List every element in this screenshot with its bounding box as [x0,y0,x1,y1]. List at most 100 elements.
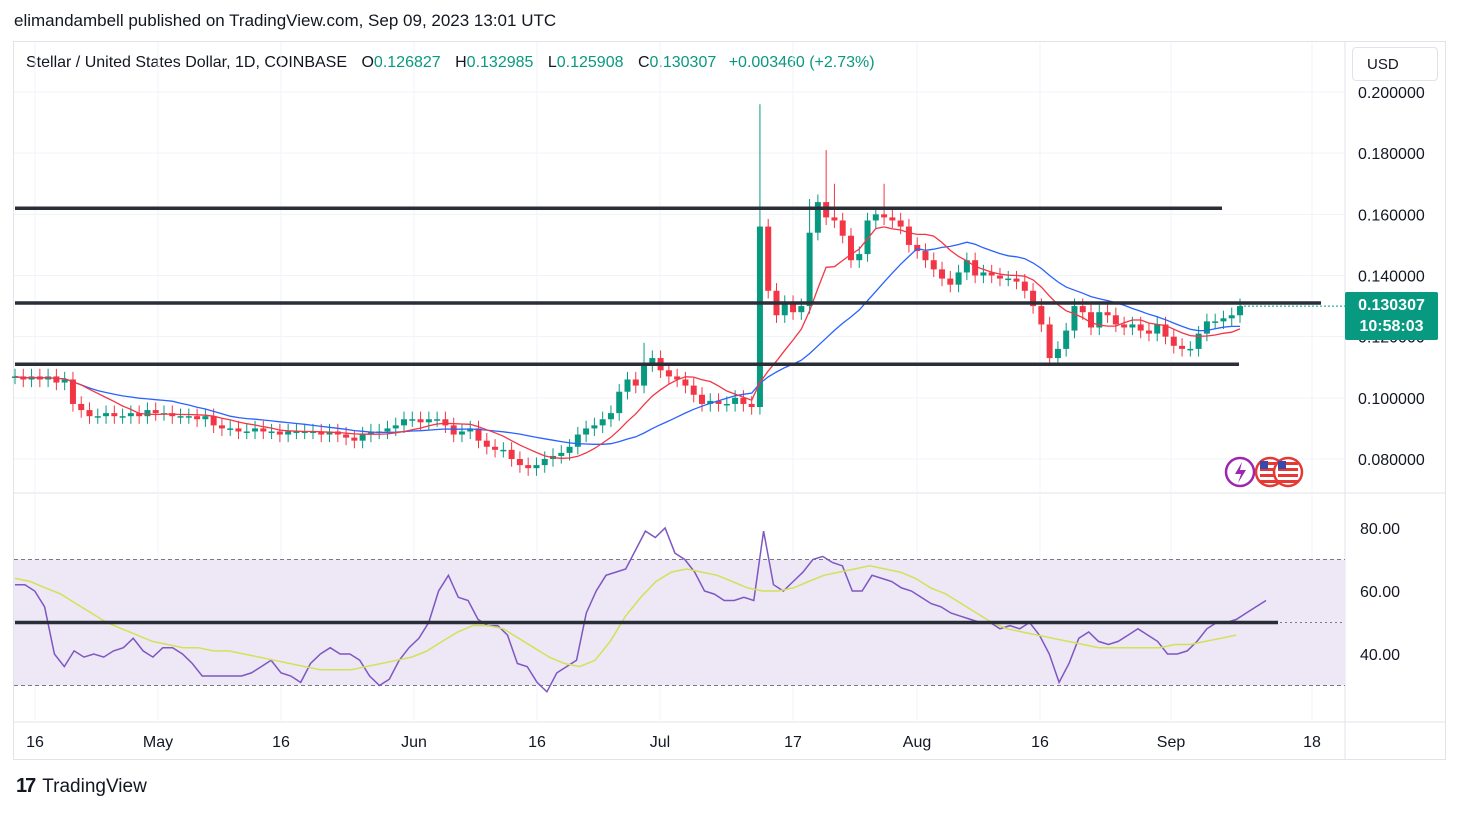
candle-body [624,379,631,392]
candle-body [1038,306,1045,325]
candle-body [947,278,954,285]
candle-body [177,416,184,418]
candle-body [1228,315,1235,319]
candle-body [401,419,408,426]
candle-body [442,419,449,426]
candle-body [765,226,772,291]
candle-body [574,434,581,447]
chart-frame [13,41,1446,760]
candle-body [674,376,681,380]
time-tick-label: 16 [528,734,546,751]
candle-body [351,437,358,441]
open-value: 0.126827 [373,54,441,71]
candle-body [1005,278,1012,281]
candle-body [814,202,821,233]
candle-body [1195,333,1202,349]
candle-body [500,449,507,452]
price-tick-label: 0.180000 [1358,146,1425,163]
candle-body [649,358,656,365]
candle-body [748,403,755,408]
candle-body [12,376,18,378]
candle-body [566,446,573,453]
currency-button[interactable]: USD [1352,47,1438,81]
time-tick-label: Jul [650,734,670,751]
candle-body [1112,315,1119,325]
footer-brand[interactable]: TradingView [42,775,147,797]
time-tick-label: Jun [401,734,427,751]
tradingview-logo-icon[interactable]: 17 [16,775,36,797]
candle-body [417,419,424,423]
candle-body [276,431,283,435]
candle-body [1030,290,1037,307]
candle-body [616,391,623,414]
candle-body [930,260,937,270]
candle-body [1145,330,1152,334]
price-tick-label: 0.200000 [1358,85,1425,102]
price-tick-label: 0.080000 [1358,452,1425,469]
candle-body [268,431,275,433]
candle-body [632,379,639,386]
symbol-title[interactable]: Stellar / United States Dollar, 1D, COIN… [26,54,348,71]
flag-canton [1260,461,1268,469]
candle-body [127,413,134,417]
candle-body [53,376,60,383]
close-value: 0.130307 [649,54,717,71]
candle-body [227,428,234,430]
candle-body [475,428,482,441]
candle-body [1162,324,1169,337]
low-value: 0.125908 [556,54,624,71]
candle-body [1071,306,1078,331]
candle-body [806,232,813,307]
candle-body [665,370,672,377]
candle-body [152,410,159,414]
rsi-tick-label: 60.00 [1360,584,1400,601]
time-tick-label: 16 [26,734,44,751]
published-line: elimandambell published on TradingView.c… [14,11,557,30]
candle-body [599,419,606,426]
candle-body [1179,345,1186,349]
candle-body [1088,312,1095,328]
candle-body [897,220,904,227]
price-tick-label: 0.140000 [1358,269,1425,286]
candle-body [516,459,523,466]
candle-body [690,385,697,395]
candle-body [988,272,995,276]
candle-body [1046,324,1053,359]
high-label: H [455,54,467,71]
time-tick-label: 18 [1303,734,1321,751]
candle-body [235,428,242,432]
time-tick-label: 17 [784,734,802,751]
candle-body [69,379,76,404]
time-tick-label: 16 [272,734,290,751]
time-tick-label: Sep [1157,734,1186,751]
candle-body [425,419,432,423]
candle-body [756,226,763,408]
legend: Stellar / United States Dollar, 1D, COIN… [26,54,875,72]
candle-body [1154,324,1161,334]
candle-body [285,431,292,435]
price-tick-label: 0.100000 [1358,391,1425,408]
candle-body [136,413,143,417]
candle-body [591,425,598,429]
candle-body [939,269,946,279]
candle-body [103,413,110,417]
candle-body [94,416,101,418]
candle-body [367,431,374,435]
candle-body [1121,324,1128,328]
flag-stripe [1278,474,1298,477]
candle-body [343,434,350,438]
candle-body [318,431,325,435]
candle-body [86,410,93,417]
candle-body [856,254,863,261]
rsi-tick-label: 80.00 [1360,521,1400,538]
time-tick-label: 16 [1031,734,1049,751]
candle-body [202,416,209,420]
candle-body [707,400,714,404]
candle-body [963,260,970,273]
candle-body [185,416,192,418]
candle-body [1237,306,1243,316]
flag-stripe [1278,480,1298,483]
ma-slow-line [14,241,1240,445]
candle-body [210,416,217,426]
